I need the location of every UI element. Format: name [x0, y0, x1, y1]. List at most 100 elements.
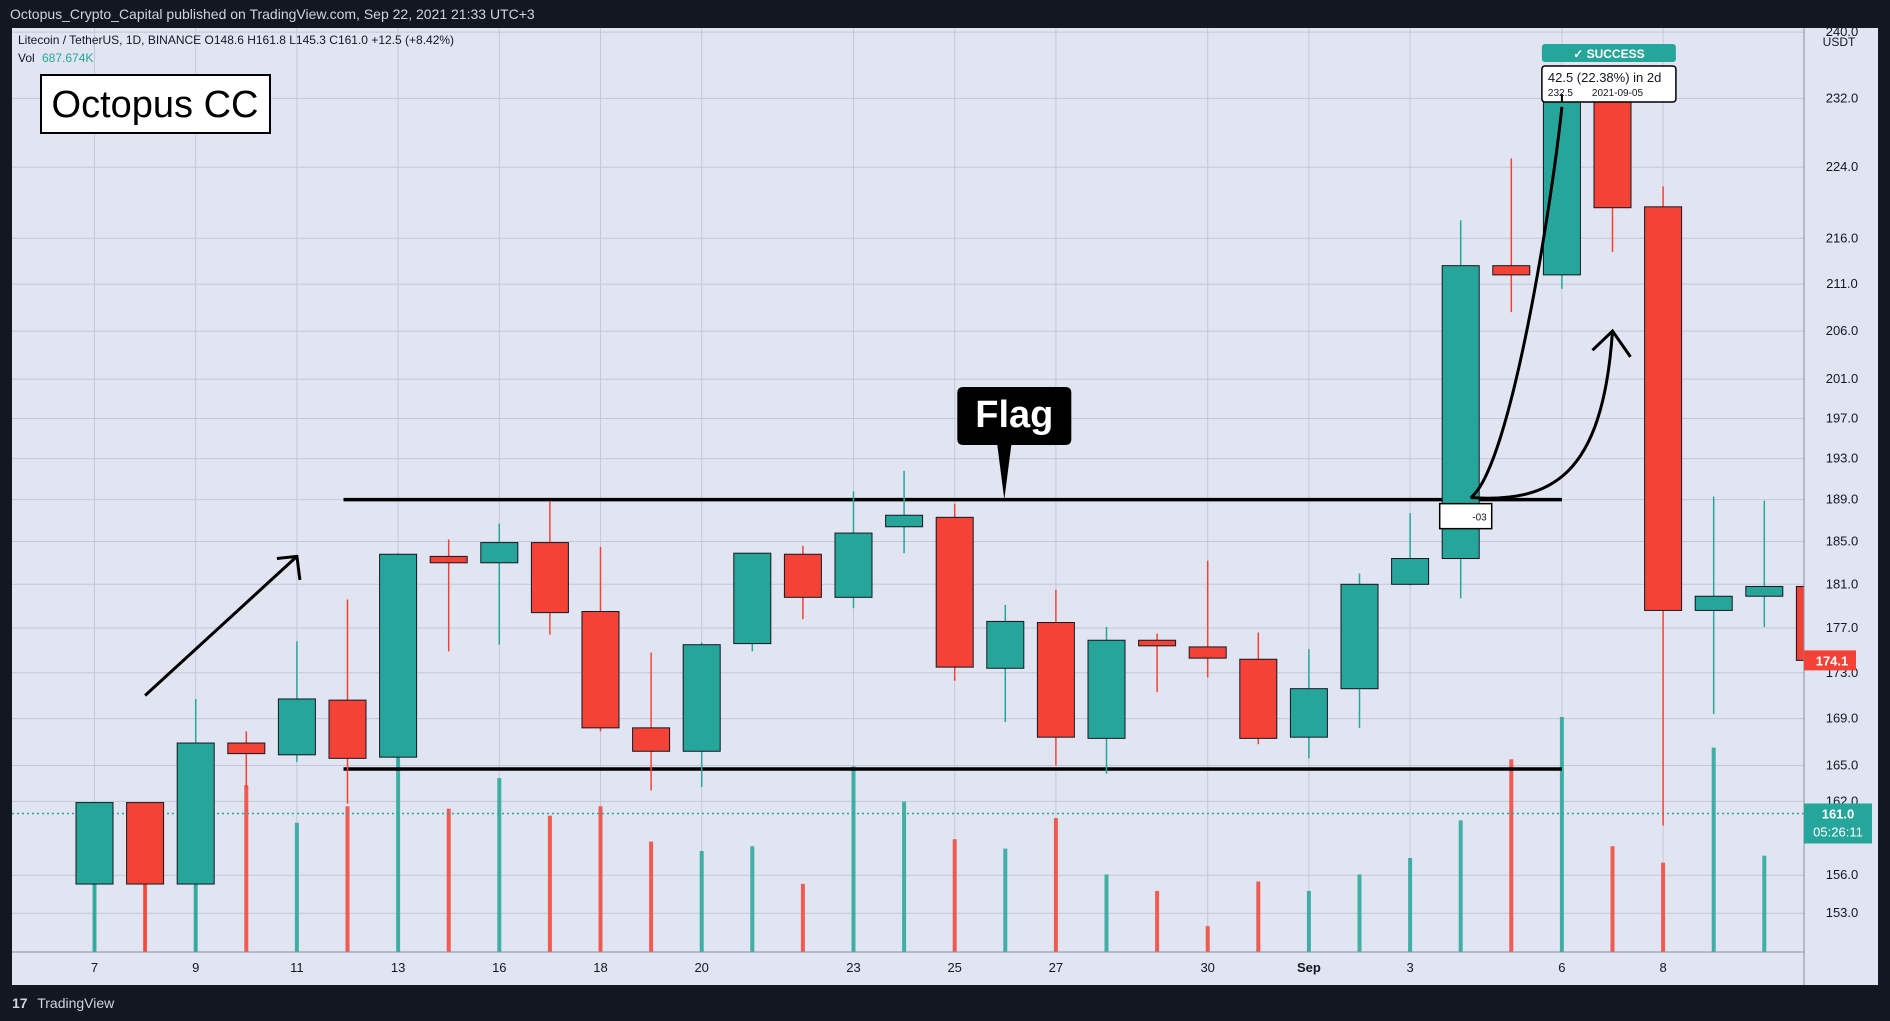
- volume-bar: [800, 883, 805, 952]
- trend-arrow-line: [144, 555, 298, 697]
- annotations: Flag -03 ✓ SUCCESS 42.5 (22.38%) in 2d 232.5…: [144, 44, 1677, 697]
- target-box-price: 232.5: [1548, 88, 1573, 99]
- volume-bar: [750, 846, 755, 952]
- price-chart[interactable]: Flag -03 ✓ SUCCESS 42.5 (22.38%) in 2d 232.5…: [12, 28, 1878, 985]
- publisher-text: Octopus_Crypto_Capital published on Trad…: [10, 6, 535, 22]
- volume-bar: [1306, 890, 1311, 952]
- price-tick-label: 189.0: [1826, 492, 1859, 507]
- volume-bar: [1104, 874, 1109, 952]
- candle-body: [986, 620, 1025, 669]
- axis-labels: 153.0156.0162.0165.0169.0173.0177.0181.0…: [91, 28, 1872, 975]
- candle-body: [632, 727, 671, 752]
- volume-bar: [1661, 862, 1666, 952]
- date-tick-label: 3: [1406, 960, 1413, 975]
- volume-bar: [547, 815, 552, 952]
- flag-callout-label: Flag: [975, 394, 1053, 436]
- candle-body: [682, 644, 721, 752]
- publisher-bar: Octopus_Crypto_Capital published on Trad…: [0, 0, 1890, 28]
- price-tick-label: 165.0: [1826, 757, 1859, 772]
- volume-bar: [1559, 717, 1564, 952]
- chart-frame[interactable]: Flag -03 ✓ SUCCESS 42.5 (22.38%) in 2d 232.5…: [12, 28, 1878, 985]
- volume-bar: [1256, 881, 1261, 952]
- candle-body: [581, 611, 620, 729]
- target-box-date: 2021-09-05: [1592, 88, 1644, 99]
- brand-label: Octopus CC: [52, 84, 259, 126]
- candle-body: [1087, 639, 1126, 739]
- target-box: [1541, 65, 1677, 103]
- candle-body: [1188, 646, 1227, 659]
- candle-body: [1289, 688, 1328, 738]
- candle-body: [379, 553, 418, 758]
- currency-label: USDT: [1823, 35, 1856, 49]
- candle-body: [1745, 585, 1784, 597]
- volume-bar: [244, 785, 249, 952]
- volume-bar: [1408, 858, 1413, 952]
- small-tag-box: [1438, 502, 1493, 530]
- candle-body: [1542, 93, 1581, 276]
- price-tick-label: 201.0: [1826, 371, 1859, 386]
- current-price-tag: [1804, 803, 1872, 844]
- price-tick-label: 206.0: [1826, 323, 1859, 338]
- projection-curve-2: [1470, 330, 1614, 500]
- success-badge: [1541, 44, 1676, 62]
- candle-body: [277, 698, 316, 756]
- candle-body: [1239, 658, 1278, 739]
- candle-body: [1492, 265, 1531, 276]
- volume-bars: [92, 717, 1817, 952]
- flag-callout-bubble: [957, 387, 1072, 500]
- date-tick-label: 20: [694, 960, 708, 975]
- candle-body: [429, 555, 468, 564]
- volume-legend-label: Vol: [18, 51, 35, 65]
- trend-arrowhead: [276, 554, 302, 581]
- pattern-lines: [12, 497, 1804, 815]
- price-tick-label: 177.0: [1826, 620, 1859, 635]
- date-tick-label: 9: [192, 960, 199, 975]
- volume-bar: [1762, 855, 1767, 952]
- date-tick-label: 18: [593, 960, 607, 975]
- candle-body: [176, 742, 215, 885]
- volume-bar: [598, 806, 603, 952]
- candle-body: [1644, 206, 1683, 611]
- countdown-label: 05:26:11: [1813, 824, 1863, 839]
- date-tick-label: Sep: [1297, 960, 1321, 975]
- volume-bar: [649, 841, 654, 952]
- projection-curve-1: [1469, 106, 1564, 499]
- candle-body: [126, 802, 165, 885]
- tradingview-brand[interactable]: TradingView: [37, 995, 115, 1011]
- price-tick-label: 197.0: [1826, 411, 1859, 426]
- candle-body: [1036, 622, 1075, 738]
- symbol-legend: Litecoin / TetherUS, 1D, BINANCE O148.6 …: [18, 33, 454, 47]
- volume-bar: [1711, 747, 1716, 952]
- volume-bar: [952, 839, 957, 952]
- price-tick-label: 169.0: [1826, 711, 1859, 726]
- tradingview-logo-icon: 17: [12, 995, 28, 1011]
- candle-body: [1694, 595, 1733, 611]
- candle-body: [227, 742, 266, 755]
- candle-body: [480, 542, 519, 564]
- legend: Litecoin / TetherUS, 1D, BINANCE O148.6 …: [18, 33, 1856, 65]
- last-price-label: 174.1: [1816, 653, 1849, 668]
- candle-body: [1340, 583, 1379, 690]
- last-price-tag: [1804, 650, 1856, 671]
- date-tick-label: 13: [391, 960, 405, 975]
- price-tick-label: 185.0: [1826, 534, 1859, 549]
- price-tick-label: 216.0: [1826, 230, 1859, 245]
- candle-body: [1138, 639, 1177, 647]
- date-tick-label: 6: [1558, 960, 1565, 975]
- price-tick-label: 181.0: [1826, 576, 1859, 591]
- brand-box: Octopus CC: [40, 74, 271, 134]
- volume-bar: [497, 778, 502, 952]
- price-tick-label: 211.0: [1826, 276, 1858, 291]
- target-box-main: 42.5 (22.38%) in 2d: [1548, 70, 1661, 85]
- candle-body: [733, 552, 772, 645]
- volume-bar: [1458, 820, 1463, 952]
- volume-bar: [1610, 846, 1615, 952]
- candle-body: [834, 532, 873, 598]
- price-tick-label: 156.0: [1826, 867, 1859, 882]
- current-price-label: 161.0: [1822, 806, 1855, 821]
- candle-body: [783, 553, 822, 598]
- volume-bar: [1357, 874, 1362, 952]
- price-tick-label: 193.0: [1826, 451, 1859, 466]
- date-tick-label: 8: [1659, 960, 1666, 975]
- candle-body: [530, 542, 569, 614]
